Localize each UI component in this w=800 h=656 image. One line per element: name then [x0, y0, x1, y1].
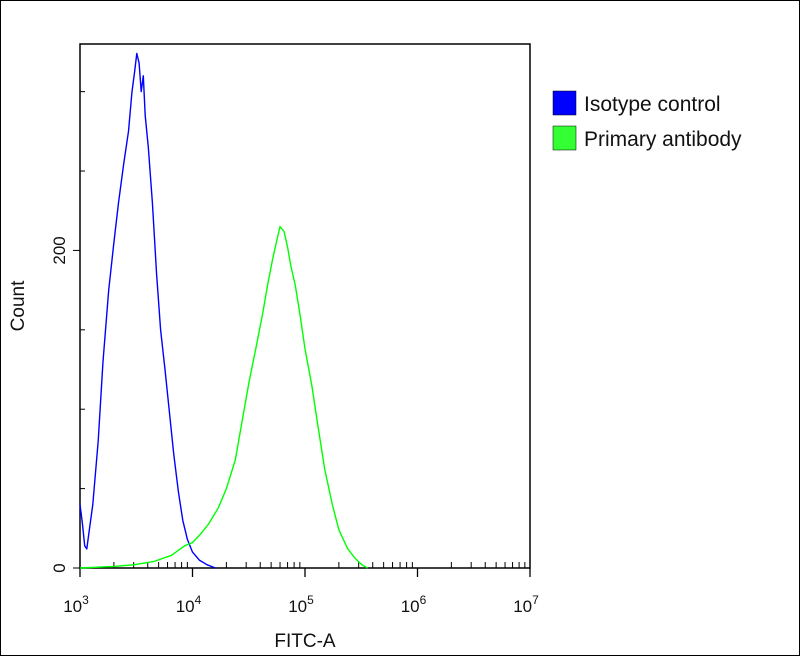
- axis-ticks: [73, 91, 531, 577]
- legend-swatch-isotype: [552, 90, 577, 116]
- x-tick-label: 105: [288, 593, 314, 616]
- plot-area: [79, 43, 531, 569]
- x-tick-label: 103: [63, 593, 89, 616]
- x-tick-label: 104: [176, 593, 202, 616]
- series-layer: [79, 52, 368, 569]
- series-line-1: [79, 225, 368, 569]
- y-axis-label: Count: [8, 280, 29, 331]
- legend-swatch-primary: [552, 125, 577, 151]
- x-tick-exponent: 6: [420, 593, 427, 607]
- y-tick-label: 200: [50, 236, 69, 264]
- series-line-0: [79, 52, 216, 569]
- x-tick-label: 107: [513, 593, 539, 616]
- x-tick-exponent: 7: [532, 593, 539, 607]
- x-axis-label: FITC-A: [274, 631, 336, 652]
- legend-label-isotype: Isotype control: [584, 93, 721, 116]
- legend: Isotype control Primary antibody: [552, 90, 742, 151]
- x-tick-exponent: 5: [307, 593, 314, 607]
- x-tick-exponent: 4: [195, 593, 202, 607]
- x-tick-exponent: 3: [82, 593, 89, 607]
- y-tick-label: 0: [50, 563, 69, 572]
- legend-label-primary: Primary antibody: [584, 128, 742, 151]
- x-tick-label: 106: [401, 593, 427, 616]
